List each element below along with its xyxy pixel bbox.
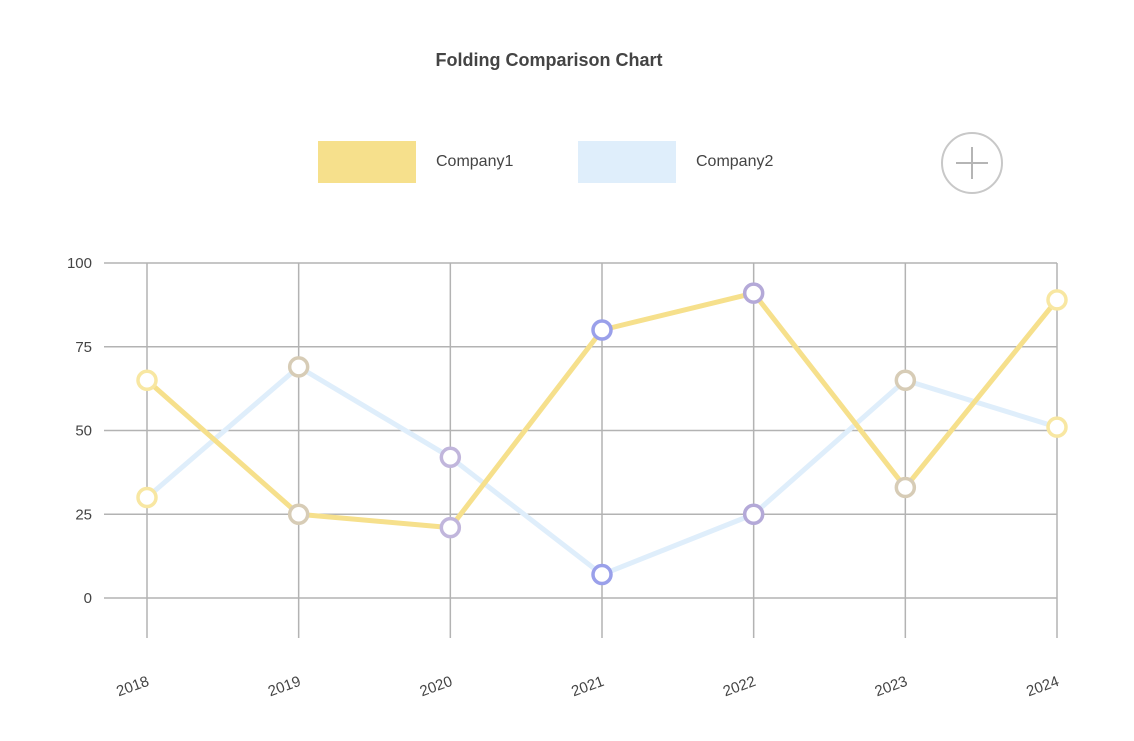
x-tick-label: 2020 xyxy=(418,673,455,700)
data-point-company1-2023[interactable] xyxy=(894,476,917,499)
data-point-company1-2024[interactable] xyxy=(1046,289,1068,311)
add-button[interactable] xyxy=(941,132,1003,194)
data-point-company2-2019[interactable] xyxy=(287,356,310,378)
x-tick-label: 2024 xyxy=(1024,673,1061,700)
legend-label-company1[interactable]: Company1 xyxy=(436,153,514,170)
x-tick-label: 2021 xyxy=(569,673,606,700)
data-point-company2-2021[interactable] xyxy=(591,563,613,586)
y-tick-label: 25 xyxy=(75,506,92,523)
data-point-company1-2022[interactable] xyxy=(742,282,765,304)
data-point-company2-2022[interactable] xyxy=(742,503,765,525)
x-tick-label: 2023 xyxy=(873,673,910,700)
y-tick-label: 75 xyxy=(75,339,92,356)
data-point-company2-2020[interactable] xyxy=(439,446,462,469)
data-point-company1-2018[interactable] xyxy=(136,369,158,391)
y-tick-label: 0 xyxy=(84,590,92,607)
legend-swatch-company1[interactable] xyxy=(318,141,416,183)
data-point-company2-2023[interactable] xyxy=(894,369,917,391)
legend-swatch-company2[interactable] xyxy=(578,141,676,183)
x-tick-label: 2022 xyxy=(721,673,758,700)
x-tick-label: 2018 xyxy=(114,673,151,700)
data-point-company1-2020[interactable] xyxy=(439,516,462,539)
data-point-company2-2024[interactable] xyxy=(1046,416,1068,438)
data-point-company1-2021[interactable] xyxy=(591,319,613,341)
x-tick-label: 2019 xyxy=(266,673,303,700)
data-point-company2-2018[interactable] xyxy=(136,486,158,509)
y-tick-label: 50 xyxy=(75,423,92,440)
legend-label-company2[interactable]: Company2 xyxy=(696,153,774,170)
y-tick-label: 100 xyxy=(67,255,92,272)
chart-title: Folding Comparison Chart xyxy=(435,50,663,70)
data-point-company1-2019[interactable] xyxy=(287,503,310,525)
grid-lines xyxy=(104,262,1058,638)
